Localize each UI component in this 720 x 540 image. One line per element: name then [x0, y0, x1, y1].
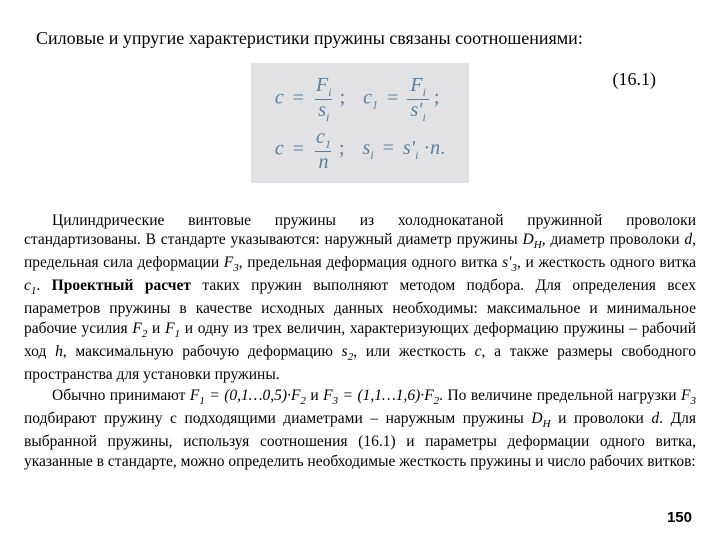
sep: ;	[434, 87, 440, 109]
formula-line-2: c = c1 n ; si = s′i ·n.	[275, 127, 445, 173]
heading: Силовые и упругие характеристики пружины…	[24, 28, 696, 49]
formula-row: c = Fi si ; c1 = Fi s′i ;	[24, 63, 696, 183]
frac-den: n	[318, 151, 328, 173]
var-c: c	[275, 87, 284, 109]
formula-box: c = Fi si ; c1 = Fi s′i ;	[251, 63, 469, 183]
frac-num: c	[316, 126, 325, 148]
frac-num: F	[316, 74, 328, 96]
var-sprime: s′	[403, 137, 415, 159]
var-si-sub: i	[370, 148, 373, 162]
frac-den: s	[318, 99, 326, 121]
page-number: 150	[667, 509, 692, 526]
eq: =	[383, 137, 394, 159]
sep: ;	[340, 87, 346, 109]
var-c1-sub: 1	[372, 98, 378, 112]
sep: ;	[339, 138, 345, 160]
var-sprime-sub: i	[415, 148, 418, 162]
var-c1: c	[363, 87, 372, 109]
frac-den-sub: i	[423, 110, 426, 124]
frac-den-sub: i	[326, 110, 329, 124]
frac-num-sub: i	[423, 85, 426, 99]
frac-num-sub: 1	[325, 137, 331, 151]
paragraph-2: Обычно принимают F1 = (0,1…0,5)·F2 и F3 …	[24, 386, 696, 471]
body-text: Цилиндрические винтовые пружины из холод…	[24, 211, 696, 471]
period: .	[440, 137, 445, 159]
formula-number: (16.1)	[613, 69, 657, 90]
page: Силовые и упругие характеристики пружины…	[0, 0, 720, 540]
frac-num-sub: i	[328, 85, 331, 99]
var-c: c	[275, 138, 284, 160]
frac-den: s′	[410, 99, 422, 121]
paragraph-1: Цилиндрические винтовые пружины из холод…	[24, 211, 696, 384]
formula-line-1: c = Fi si ; c1 = Fi s′i ;	[275, 75, 445, 123]
var-n: n	[430, 137, 440, 159]
frac-num: F	[410, 74, 422, 96]
